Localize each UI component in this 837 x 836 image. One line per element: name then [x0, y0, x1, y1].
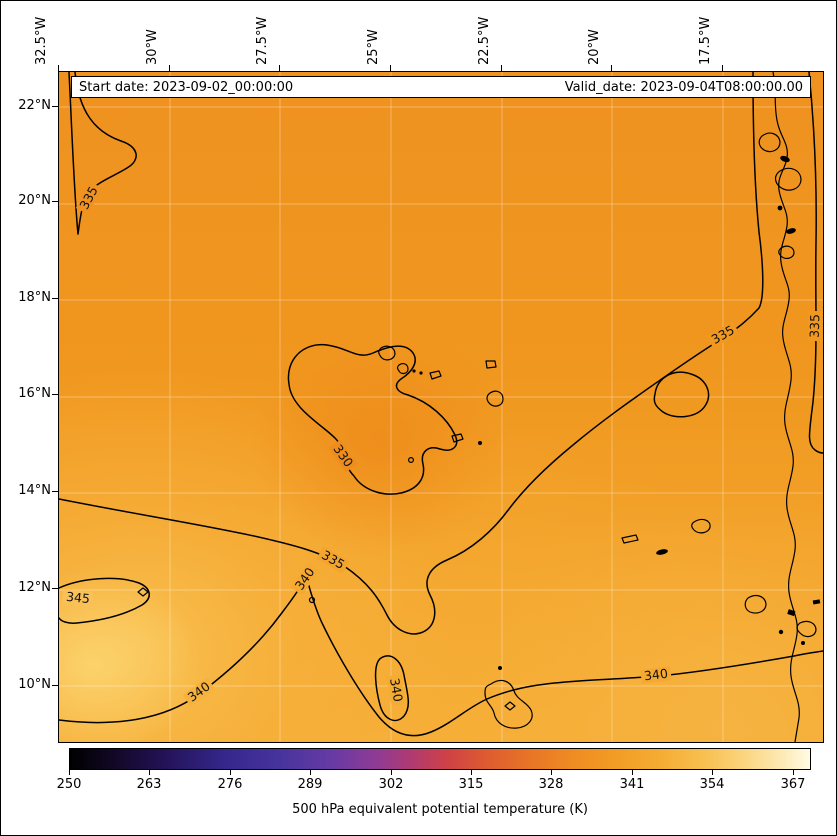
- lat-tick-label: 16°N: [18, 386, 51, 401]
- colorbar-tick-label: 315: [458, 777, 484, 792]
- lon-tick-mark: [58, 65, 59, 71]
- start-date-text: Start date: 2023-09-02_00:00:00: [79, 79, 294, 95]
- lat-tick-mark: [52, 298, 58, 299]
- lon-tick-mark: [390, 65, 391, 71]
- lat-tick-mark: [52, 394, 58, 395]
- lat-tick-mark: [52, 201, 58, 202]
- contour-label: 335: [807, 314, 823, 338]
- map-plot: 335 330 335 335 335: [58, 71, 824, 743]
- valid-date-text: Valid_date: 2023-09-04T08:00:00.00: [564, 79, 803, 95]
- lat-tick-mark: [52, 685, 58, 686]
- colorbar-tick-label: 302: [378, 777, 404, 792]
- colorbar-gradient: [69, 748, 811, 770]
- lon-tick-mark: [611, 65, 612, 71]
- colorbar-tick-mark: [391, 770, 392, 775]
- contour-345-southwest: [59, 577, 150, 624]
- colorbar-tick-label: 263: [136, 777, 162, 792]
- lon-tick-label: 20°W: [587, 29, 602, 65]
- lat-tick-label: 12°N: [18, 580, 51, 595]
- lon-tick-label: 17.5°W: [698, 16, 713, 65]
- colorbar-title: 500 hPa equivalent potential temperature…: [292, 802, 588, 817]
- lon-tick-mark: [501, 65, 502, 71]
- colorbar-tick-label: 289: [297, 777, 323, 792]
- contour-map-canvas: 335 330 335 335 335: [59, 72, 823, 742]
- colorbar-tick-mark: [230, 770, 231, 775]
- lon-tick-mark: [722, 65, 723, 71]
- contour-335-loop: [653, 371, 710, 418]
- lon-tick-mark: [279, 65, 280, 71]
- lon-tick-label: 32.5°W: [34, 16, 49, 65]
- colorbar-tick-mark: [310, 770, 311, 775]
- lon-tick-label: 22.5°W: [477, 16, 492, 65]
- contour-330-closed: [287, 344, 458, 495]
- contour-340-south: [59, 575, 823, 737]
- colorbar-tick-label: 367: [780, 777, 806, 792]
- lat-tick-mark: [52, 491, 58, 492]
- colorbar-tick-mark: [69, 770, 70, 775]
- colorbar-tick-label: 354: [699, 777, 725, 792]
- graticule-gridlines: [59, 72, 823, 742]
- colorbar-tick-mark: [632, 770, 633, 775]
- colorbar-tick-mark: [793, 770, 794, 775]
- contour-340-small-closed: [374, 655, 410, 722]
- colorbar-tick-mark: [712, 770, 713, 775]
- lon-tick-label: 25°W: [366, 29, 381, 65]
- lon-tick-label: 27.5°W: [255, 16, 270, 65]
- colorbar-tick-label: 341: [619, 777, 645, 792]
- colorbar-tick-label: 328: [538, 777, 564, 792]
- lat-tick-label: 14°N: [18, 483, 51, 498]
- lon-tick-mark: [169, 65, 170, 71]
- lat-tick-mark: [52, 588, 58, 589]
- date-annotation-strip: Start date: 2023-09-02_00:00:00 Valid_da…: [71, 76, 811, 98]
- lon-tick-label: 30°W: [145, 29, 160, 65]
- lat-tick-label: 22°N: [18, 98, 51, 113]
- colorbar-tick-mark: [551, 770, 552, 775]
- colorbar-tick-mark: [471, 770, 472, 775]
- contour-label: 345: [65, 589, 90, 606]
- colorbar-tick-label: 276: [217, 777, 243, 792]
- island-shapes: [137, 132, 821, 729]
- contour-335-east-edge: [808, 72, 823, 454]
- colorbar-tick-mark: [149, 770, 150, 775]
- temperature-field: [59, 72, 823, 742]
- colorbar-tick-label: 250: [56, 777, 82, 792]
- contour-label: 340: [387, 677, 406, 703]
- lat-tick-label: 18°N: [18, 290, 51, 305]
- lat-tick-label: 20°N: [18, 193, 51, 208]
- contour-label: 340: [643, 666, 669, 684]
- lat-tick-mark: [52, 106, 58, 107]
- lat-tick-label: 10°N: [18, 677, 51, 692]
